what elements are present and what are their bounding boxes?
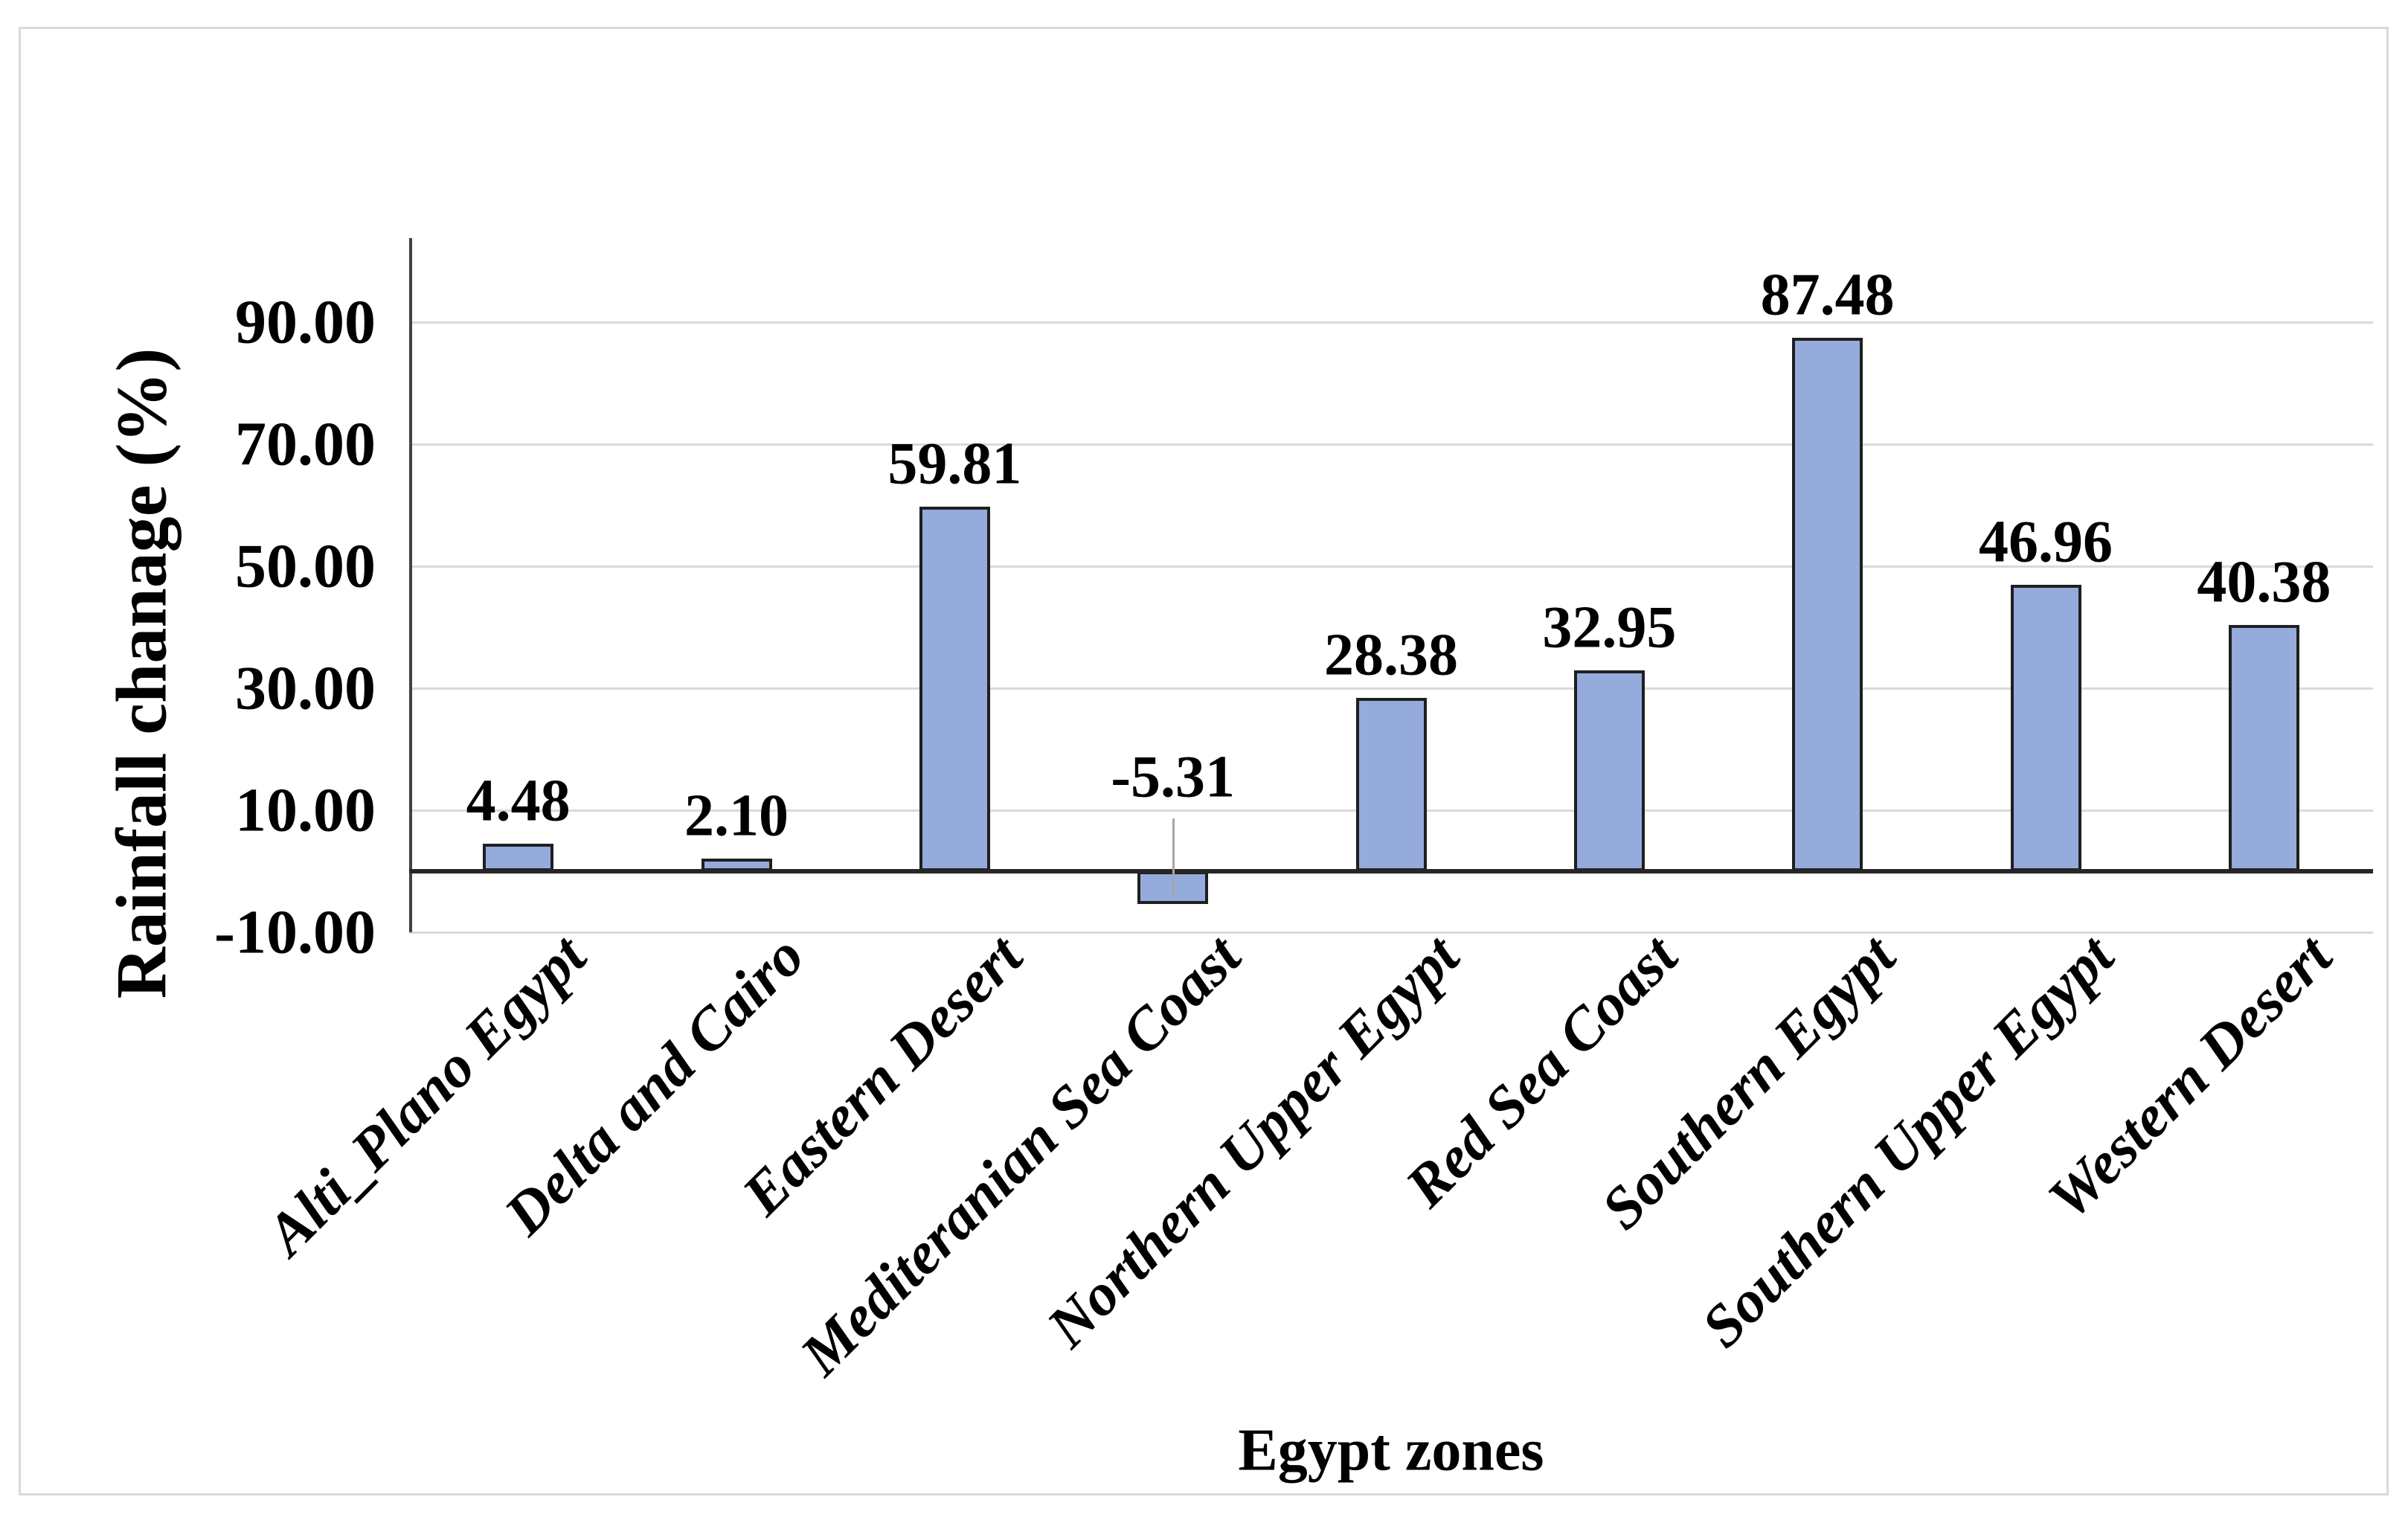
- bar-value-label: -5.31: [1111, 744, 1235, 810]
- gridline: [409, 443, 2373, 446]
- gridline: [409, 565, 2373, 568]
- bar-value-label: 32.95: [1542, 594, 1677, 661]
- y-tick-label: 50.00: [235, 531, 376, 601]
- bar: [2010, 584, 2081, 871]
- category-axis-line: [409, 869, 2373, 873]
- y-tick-label: 90.00: [235, 287, 376, 357]
- gridline: [409, 687, 2373, 690]
- bar-value-label: 59.81: [887, 431, 1022, 497]
- bar: [483, 844, 554, 871]
- y-tick-label: 10.00: [235, 775, 376, 845]
- gridline: [409, 932, 2373, 934]
- y-axis-title: Rainfall chanage (%): [101, 347, 182, 999]
- bar-value-label: 40.38: [2197, 549, 2331, 615]
- figure-border: [19, 27, 2389, 1495]
- bar-value-label: 2.10: [684, 783, 789, 849]
- bar: [2228, 624, 2299, 871]
- y-tick-label: 30.00: [235, 653, 376, 723]
- y-tick-label: 70.00: [235, 409, 376, 479]
- data-label-leader-line: [1172, 818, 1175, 897]
- y-axis-line: [409, 238, 412, 932]
- bar-value-label: 46.96: [1979, 509, 2113, 575]
- y-tick-label: -10.00: [214, 897, 376, 967]
- bar-value-label: 28.38: [1324, 622, 1458, 688]
- gridline: [409, 321, 2373, 324]
- bar-value-label: 4.48: [466, 768, 571, 834]
- bar: [919, 506, 990, 871]
- bar: [1355, 698, 1427, 871]
- x-axis-title: Egypt zones: [1238, 1417, 1544, 1484]
- bar: [1792, 337, 1863, 871]
- bar: [1573, 670, 1645, 871]
- bar-value-label: 87.48: [1760, 262, 1895, 328]
